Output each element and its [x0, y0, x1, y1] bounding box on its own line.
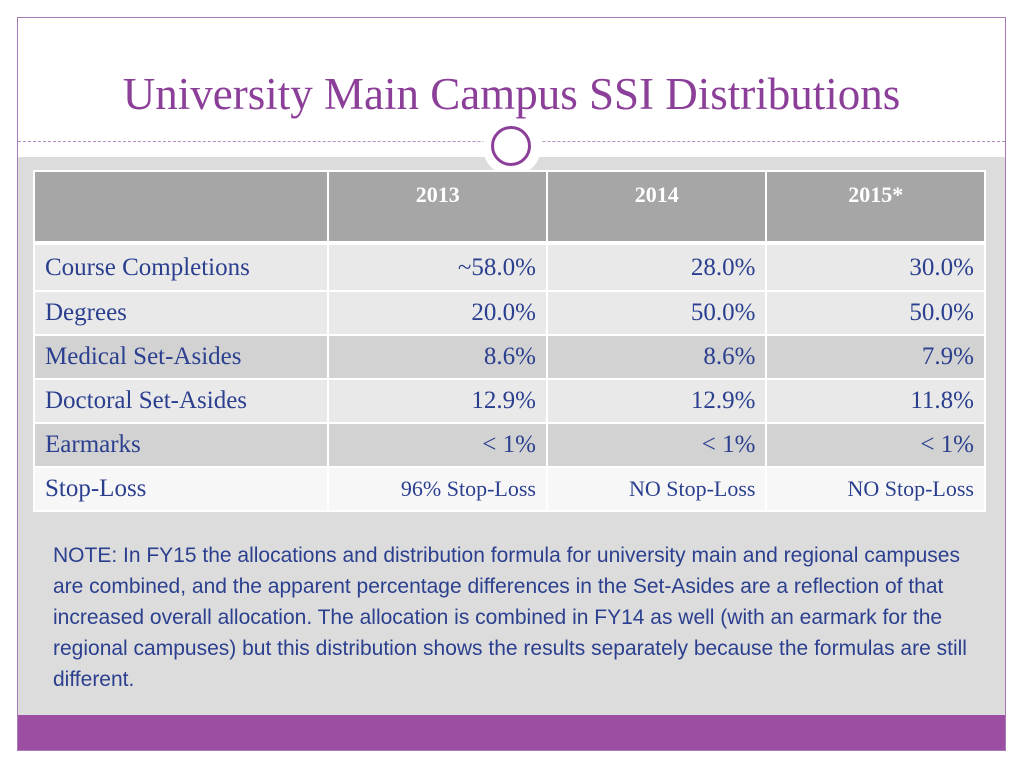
- cell-2014: < 1%: [545, 422, 768, 468]
- row-label: Degrees: [32, 290, 330, 336]
- circle-ornament-icon: [491, 126, 531, 166]
- header-cell-2015: 2015*: [765, 170, 986, 245]
- cell-2014: NO Stop-Loss: [545, 466, 768, 512]
- row-label: Stop-Loss: [32, 466, 330, 512]
- table-row: Degrees 20.0% 50.0% 50.0%: [32, 290, 986, 336]
- cell-2015: < 1%: [765, 422, 986, 468]
- ssi-distribution-table: 2013 2014 2015* Course Completions ~58.0…: [32, 170, 986, 512]
- table-row: Medical Set-Asides 8.6% 8.6% 7.9%: [32, 334, 986, 380]
- row-label: Medical Set-Asides: [32, 334, 330, 380]
- table-header-row: 2013 2014 2015*: [32, 170, 986, 245]
- cell-2015: 50.0%: [765, 290, 986, 336]
- slide-title: University Main Campus SSI Distributions: [122, 69, 901, 119]
- bottom-accent-bar: [18, 715, 1005, 750]
- header-cell-empty: [32, 170, 330, 245]
- cell-2013: < 1%: [327, 422, 548, 468]
- header-cell-2013: 2013: [327, 170, 548, 245]
- table-row: Earmarks < 1% < 1% < 1%: [32, 422, 986, 468]
- table-row: Course Completions ~58.0% 28.0% 30.0%: [32, 242, 986, 292]
- cell-2013: 12.9%: [327, 378, 548, 424]
- cell-2015: NO Stop-Loss: [765, 466, 986, 512]
- header-cell-2014: 2014: [545, 170, 768, 245]
- row-label: Course Completions: [32, 242, 330, 292]
- footnote-text: NOTE: In FY15 the allocations and distri…: [53, 544, 967, 691]
- cell-2013: 8.6%: [327, 334, 548, 380]
- cell-2015: 11.8%: [765, 378, 986, 424]
- cell-2014: 8.6%: [545, 334, 768, 380]
- cell-2015: 7.9%: [765, 334, 986, 380]
- cell-2014: 50.0%: [545, 290, 768, 336]
- row-label: Doctoral Set-Asides: [32, 378, 330, 424]
- cell-2013: ~58.0%: [327, 242, 548, 292]
- table-row: Doctoral Set-Asides 12.9% 12.9% 11.8%: [32, 378, 986, 424]
- cell-2013: 20.0%: [327, 290, 548, 336]
- cell-2015: 30.0%: [765, 242, 986, 292]
- row-label: Earmarks: [32, 422, 330, 468]
- cell-2014: 28.0%: [545, 242, 768, 292]
- cell-2014: 12.9%: [545, 378, 768, 424]
- cell-2013: 96% Stop-Loss: [327, 466, 548, 512]
- table-row: Stop-Loss 96% Stop-Loss NO Stop-Loss NO …: [32, 466, 986, 512]
